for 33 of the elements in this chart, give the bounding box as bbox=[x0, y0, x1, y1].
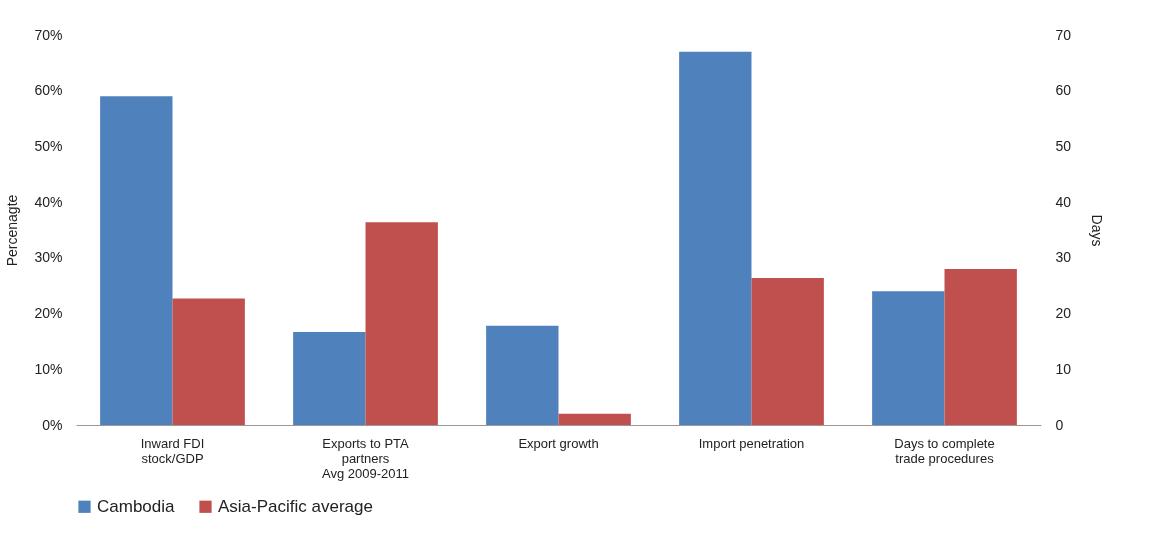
x-tick-label: Exports to PTA partners Avg 2009-2011 bbox=[322, 435, 410, 481]
bar bbox=[486, 325, 559, 425]
legend-label: Cambodia bbox=[97, 496, 176, 516]
y2-axis-title: Days bbox=[1089, 214, 1106, 247]
legend-label: Asia-Pacific average bbox=[218, 496, 373, 516]
x-tick-label: Export growth bbox=[518, 435, 599, 451]
y-tick-label: 50% bbox=[34, 137, 63, 154]
bar bbox=[751, 277, 824, 425]
bar bbox=[679, 51, 752, 425]
y-tick-label: 30% bbox=[34, 249, 63, 266]
y2-tick-label: 60 bbox=[1055, 82, 1072, 99]
x-tick-label: Import penetration bbox=[698, 435, 805, 451]
y2-tick-label: 40 bbox=[1055, 193, 1072, 210]
x-tick-label: Inward FDI stock/GDP bbox=[140, 435, 205, 466]
y-tick-label: 0% bbox=[42, 416, 63, 433]
y2-tick-label: 10 bbox=[1055, 360, 1072, 377]
bar bbox=[293, 331, 366, 425]
y2-tick-label: 30 bbox=[1055, 249, 1072, 266]
y2-tick-label: 0 bbox=[1055, 416, 1064, 433]
y2-tick-label: 20 bbox=[1055, 305, 1072, 322]
bar bbox=[558, 413, 631, 425]
y-tick-label: 70% bbox=[34, 26, 63, 43]
y-axis-title: Percenagte bbox=[4, 194, 21, 267]
bar bbox=[100, 96, 173, 425]
y-tick-label: 40% bbox=[34, 193, 63, 210]
bar bbox=[365, 222, 438, 425]
y-tick-label: 10% bbox=[34, 360, 63, 377]
x-tick-label: Days to complete trade procedures bbox=[894, 435, 995, 466]
y2-tick-label: 70 bbox=[1055, 26, 1072, 43]
y-tick-label: 20% bbox=[34, 305, 63, 322]
y2-tick-label: 50 bbox=[1055, 137, 1072, 154]
bar bbox=[172, 298, 245, 425]
y-tick-label: 60% bbox=[34, 82, 63, 99]
